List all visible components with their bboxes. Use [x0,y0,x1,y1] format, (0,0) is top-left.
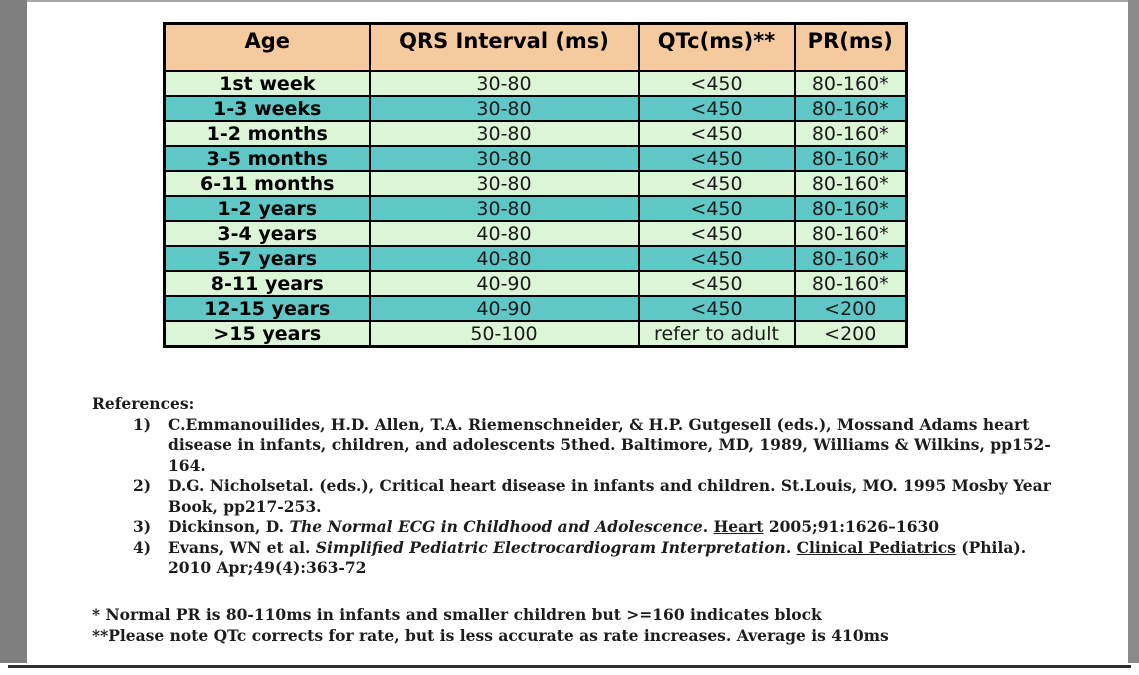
qrs-cell: 30-80 [368,145,640,172]
age-cell: 3-4 years [163,220,371,247]
reference-text: Dickinson, D. The Normal ECG in Childhoo… [168,517,940,536]
table-row: 1-3 weeks 30-80 <450 80-160* [163,95,908,122]
qtc-cell: <450 [637,220,796,247]
header-qrs-interval: QRS Interval (ms) [368,22,640,72]
reference-number: 4) [133,537,152,557]
references-heading: References: [92,394,195,413]
table-row: 12-15 years 40-90 <450 <200 [163,295,908,322]
references-section: References: 1) C.Emmanouilides, H.D. All… [92,394,1087,579]
age-cell: 5-7 years [163,245,371,272]
table-header-row: Age QRS Interval (ms) QTc(ms)** PR(ms) [163,22,908,72]
qtc-cell: <450 [637,270,796,297]
footnote-pr: * Normal PR is 80-110ms in infants and s… [92,605,822,624]
pr-cell: 80-160* [793,245,908,272]
table-row: 6-11 months 30-80 <450 80-160* [163,170,908,197]
qrs-cell: 30-80 [368,70,640,97]
table-row: 3-5 months 30-80 <450 80-160* [163,145,908,172]
reference-item-3: 3) Dickinson, D. The Normal ECG in Child… [92,517,1087,538]
qrs-cell: 40-80 [368,220,640,247]
viewer-bottom-border [8,665,1131,668]
reference-number: 3) [133,517,152,536]
qtc-cell: <450 [637,145,796,172]
viewer-top-border [0,0,1139,2]
qtc-cell: <450 [637,70,796,97]
qtc-cell: <450 [637,245,796,272]
qtc-cell: <450 [637,195,796,222]
pediatric-ecg-intervals-table: Age QRS Interval (ms) QTc(ms)** PR(ms) 1… [163,22,908,348]
pr-cell: <200 [793,320,908,348]
pr-cell: 80-160* [793,120,908,147]
qrs-cell: 40-90 [368,295,640,322]
reference-item-4: 4) Evans, WN et al. Simplified Pediatric… [92,538,1087,579]
age-cell: 6-11 months [163,170,371,197]
qrs-cell: 40-90 [368,270,640,297]
reference-number: 2) [133,476,152,495]
pr-cell: 80-160* [793,270,908,297]
table-row: 1-2 years 30-80 <450 80-160* [163,195,908,222]
pr-cell: 80-160* [793,220,908,247]
qtc-cell: <450 [637,95,796,122]
viewer-left-margin [0,0,27,663]
age-cell: 1-2 months [163,120,371,147]
age-cell: 3-5 months [163,145,371,172]
reference-text: D.G. Nicholsetal. (eds.), Critical heart… [168,476,1051,516]
qrs-cell: 40-80 [368,245,640,272]
table-row: 5-7 years 40-80 <450 80-160* [163,245,908,272]
age-cell: 1-3 weeks [163,95,371,122]
table-row: 1st week 30-80 <450 80-160* [163,70,908,97]
age-cell: 1-2 years [163,195,371,222]
pr-cell: 80-160* [793,95,908,122]
pr-cell: 80-160* [793,70,908,97]
qtc-cell: <450 [637,295,796,322]
qtc-cell: <450 [637,120,796,147]
qrs-cell: 30-80 [368,170,640,197]
table-row: 3-4 years 40-80 <450 80-160* [163,220,908,247]
pr-cell: 80-160* [793,170,908,197]
table-row: >15 years 50-100 refer to adult <200 [163,320,908,348]
age-cell: 1st week [163,70,371,97]
age-cell: >15 years [163,320,371,348]
table-row: 8-11 years 40-90 <450 80-160* [163,270,908,297]
footnote-qtc: **Please note QTc corrects for rate, but… [92,626,889,645]
qtc-cell: refer to adult [637,320,796,348]
age-cell: 12-15 years [163,295,371,322]
pr-cell: <200 [793,295,908,322]
qtc-cell: <450 [637,170,796,197]
qrs-cell: 30-80 [368,195,640,222]
qrs-cell: 50-100 [368,320,640,348]
reference-number: 1) [133,414,152,434]
viewer-right-margin [1128,0,1139,663]
reference-item-2: 2) D.G. Nicholsetal. (eds.), Critical he… [92,476,1087,517]
pr-cell: 80-160* [793,145,908,172]
header-age: Age [163,22,371,72]
reference-item-1: 1) C.Emmanouilides, H.D. Allen, T.A. Rie… [92,415,1087,477]
pr-cell: 80-160* [793,195,908,222]
qrs-cell: 30-80 [368,120,640,147]
table-row: 1-2 months 30-80 <450 80-160* [163,120,908,147]
qrs-cell: 30-80 [368,95,640,122]
reference-text: C.Emmanouilides, H.D. Allen, T.A. Riemen… [168,414,1051,475]
header-pr: PR(ms) [793,22,908,72]
age-cell: 8-11 years [163,270,371,297]
header-qtc: QTc(ms)** [637,22,796,72]
reference-text: Evans, WN et al. Simplified Pediatric El… [168,537,1027,578]
footnotes-section: * Normal PR is 80-110ms in infants and s… [92,604,1102,646]
